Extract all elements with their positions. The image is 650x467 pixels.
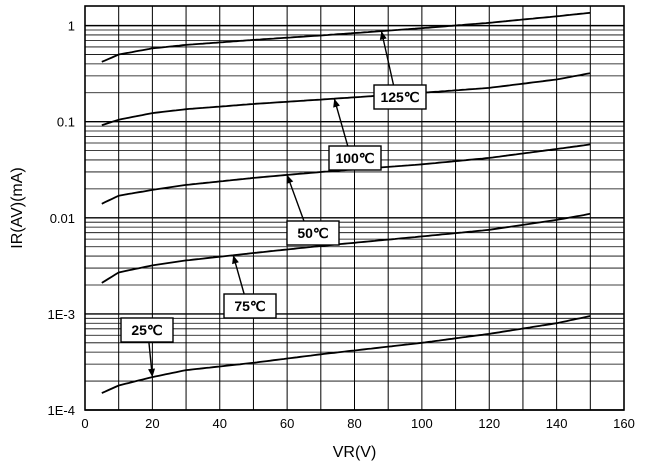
series-group xyxy=(101,11,591,394)
grid xyxy=(85,6,624,411)
x-tick-label: 40 xyxy=(213,416,227,431)
callout-box xyxy=(223,293,277,319)
x-tick-label: 140 xyxy=(546,416,568,431)
x-tick-label: 80 xyxy=(347,416,361,431)
x-axis-title: VR(V) xyxy=(333,444,377,461)
x-tick-label: 160 xyxy=(613,416,635,431)
x-tick-label: 60 xyxy=(280,416,294,431)
x-tick-label: 100 xyxy=(411,416,433,431)
callout-arrow xyxy=(380,30,395,86)
y-axis-title: IR(AV)(mA) xyxy=(9,167,26,248)
x-tick-label: 0 xyxy=(81,416,88,431)
callout-label: 125℃ xyxy=(380,89,419,105)
y-tick-label: 1E-3 xyxy=(48,307,75,322)
callout-box xyxy=(286,220,340,246)
y-tick-label: 1 xyxy=(68,19,75,34)
series-line xyxy=(101,212,591,284)
callout-arrowhead xyxy=(148,368,156,378)
callout-box xyxy=(328,145,382,171)
callout-label: 50℃ xyxy=(297,225,329,241)
y-tick-label: 1E-4 xyxy=(48,403,75,418)
y-tick-labels: 1E-4 1E-3 0.01 0.1 1 xyxy=(48,19,75,418)
callout-label: 25℃ xyxy=(131,322,163,338)
series-line xyxy=(101,315,591,394)
x-tick-label: 120 xyxy=(478,416,500,431)
series-line xyxy=(101,72,591,127)
x-tick-label: 20 xyxy=(145,416,159,431)
callout-label: 100℃ xyxy=(335,150,374,166)
callout-arrowhead xyxy=(286,174,294,184)
callout-arrowhead xyxy=(232,255,239,265)
series-line xyxy=(101,11,591,63)
x-tick-labels: 0 20 40 60 80 100 120 140 160 xyxy=(81,416,634,431)
callout-label: 75℃ xyxy=(234,298,266,314)
callout-arrowhead xyxy=(379,31,387,40)
y-tick-label: 0.1 xyxy=(57,115,75,130)
plot-frame xyxy=(84,5,625,411)
y-tick-label: 0.01 xyxy=(50,211,75,226)
callout-box xyxy=(120,317,174,343)
callout-arrowhead xyxy=(333,98,340,108)
callout-group: 125℃ 100℃ 50℃ 75℃ 25℃ xyxy=(120,30,427,378)
callout-box xyxy=(373,84,427,110)
